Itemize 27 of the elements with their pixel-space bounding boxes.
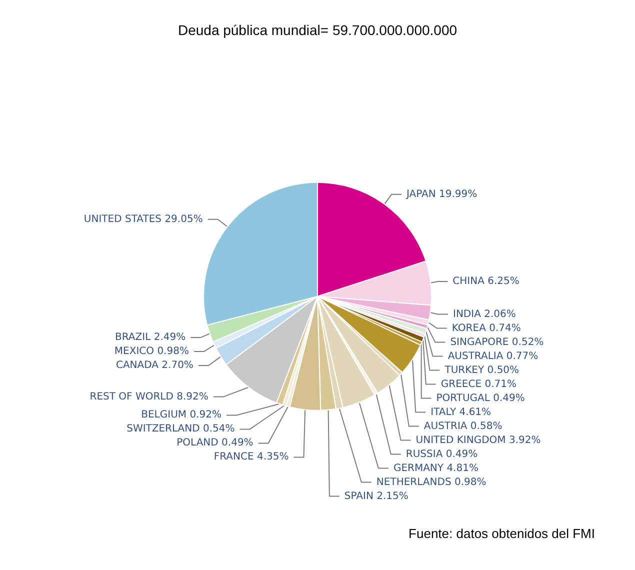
slice-label: PORTUGAL 0.49% [436,392,525,404]
slice-label: REST OF WORLD 8.92% [90,391,208,402]
slice-label: AUSTRALIA 0.77% [448,350,538,362]
slice-label: AUSTRIA 0.58% [424,420,502,432]
slice-label: CANADA 2.70% [116,360,194,372]
slice-label: UNITED STATES 29.05% [84,214,203,225]
slice-label: BRAZIL 2.49% [115,332,186,344]
slice-label: MEXICO 0.98% [114,346,189,358]
slice-label: NETHERLANDS 0.98% [376,476,486,488]
slice-label: FRANCE 4.35% [214,452,289,463]
slice-label: TURKEY 0.50% [444,364,520,376]
chart-title: Deuda pública mundial= 59.700.000.000.000 [178,22,458,38]
slice-label: POLAND 0.49% [176,438,254,449]
slice-label: CHINA 6.25% [452,276,520,287]
source-note: Fuente: datos obtenidos del FMI [408,526,596,541]
slice-label: GERMANY 4.81% [393,462,478,474]
slice-label: SPAIN 2.15% [344,490,408,502]
slice-label: RUSSIA 0.49% [406,448,478,460]
slice-label: JAPAN 19.99% [406,188,478,200]
slice-label: GREECE 0.71% [440,378,517,390]
slice-label: UNITED KINGDOM 3.92% [416,434,541,446]
slice-label: SWITZERLAND 0.54% [126,424,235,435]
slice-label: SINGAPORE 0.52% [450,336,544,348]
slice-label: ITALY 4.61% [430,406,492,418]
slice-label: KOREA 0.74% [452,322,521,334]
slice-label: BELGIUM 0.92% [141,410,222,421]
slice-label: INDIA 2.06% [453,308,516,320]
